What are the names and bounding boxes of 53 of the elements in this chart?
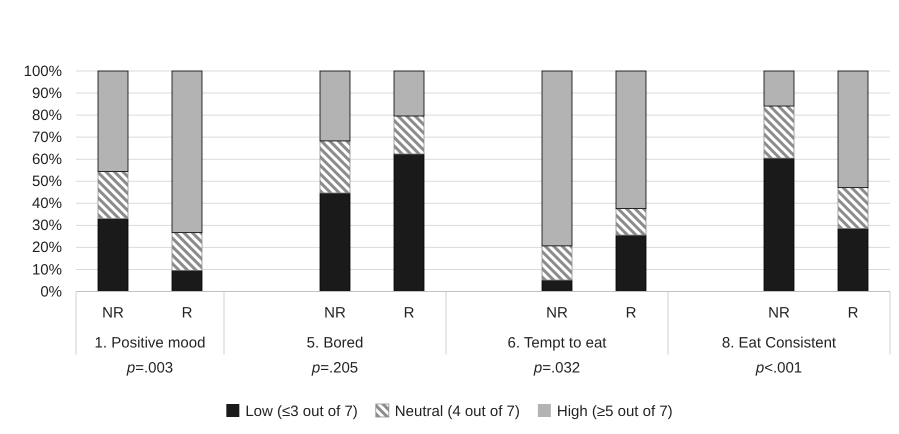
bar [98, 70, 128, 172]
legend-label: Neutral (4 out of 7) [394, 403, 520, 420]
text: 6. Tempt to eat [508, 334, 608, 352]
bar [838, 70, 868, 188]
x-tick-label: NR [546, 304, 568, 322]
legend-label: High (≥5 out of 7) [556, 403, 673, 420]
bar [616, 70, 646, 209]
y-tick-label: 30% [32, 217, 62, 234]
bar [616, 208, 646, 236]
bar [320, 70, 350, 142]
bar [394, 116, 424, 154]
x-tick-label: R [848, 304, 859, 322]
x-tick-label: NR [768, 304, 790, 322]
bar [542, 245, 572, 280]
text: p=.032 [532, 360, 580, 376]
x-tick-label: NR [102, 304, 124, 322]
text: 5. Bored [306, 334, 364, 352]
x-tick-label: R [404, 304, 415, 322]
bar [764, 158, 794, 292]
y-tick-label: 100% [24, 62, 62, 80]
text: p=.205 [310, 360, 358, 376]
bar [542, 70, 572, 246]
y-tick-label: 20% [32, 239, 62, 256]
bar [764, 106, 794, 158]
y-tick-label: 60% [32, 151, 62, 168]
bar [838, 228, 868, 292]
y-tick-label: 90% [32, 84, 62, 102]
text: 1. Positive mood [94, 334, 206, 352]
bar [172, 70, 202, 234]
y-tick-label: 40% [32, 195, 62, 212]
bar [320, 192, 350, 292]
bar [320, 140, 350, 194]
x-tick-label: R [182, 304, 193, 322]
x-tick-label: R [626, 304, 637, 322]
x-tick-label: NR [324, 304, 346, 322]
y-tick-label: 10% [32, 261, 62, 278]
bar [764, 70, 794, 106]
bar [394, 154, 424, 292]
y-tick-label: 0% [40, 283, 62, 300]
bar [616, 234, 646, 292]
y-tick-label: 50% [32, 173, 62, 190]
y-tick-label: 70% [32, 128, 62, 146]
legend-label: Low (≤3 out of 7) [245, 403, 358, 420]
text: p<.001 [754, 360, 802, 376]
bar [172, 270, 202, 292]
text: 8. Eat Consistent [722, 334, 837, 352]
bar [394, 70, 424, 116]
bar [172, 232, 202, 271]
y-tick-label: 80% [32, 106, 62, 124]
text: p=.003 [126, 360, 174, 376]
bar [98, 171, 128, 219]
bar [838, 187, 868, 229]
bar [98, 218, 128, 292]
